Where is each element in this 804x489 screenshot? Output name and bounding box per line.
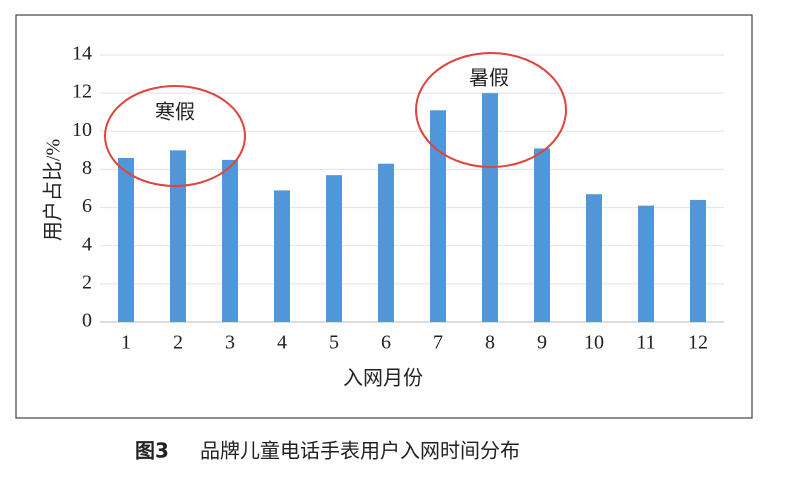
- bar: [222, 159, 238, 322]
- bar: [482, 93, 498, 323]
- x-tick-label: 4: [277, 332, 287, 354]
- y-tick-label: 10: [72, 119, 92, 141]
- y-tick-label: 4: [82, 233, 92, 255]
- x-tick-label: 8: [485, 332, 495, 354]
- x-tick-label: 7: [433, 332, 443, 354]
- y-tick-label: 12: [72, 81, 92, 103]
- caption-label: 图3: [135, 439, 169, 463]
- y-tick-label: 8: [82, 157, 92, 179]
- y-tick-label: 2: [82, 271, 92, 293]
- bar: [170, 150, 186, 322]
- caption-text: 品牌儿童电话手表用户入网时间分布: [200, 439, 520, 463]
- x-tick-label: 11: [636, 332, 655, 354]
- annotation-ellipse: [104, 85, 246, 187]
- y-tick-label: 6: [82, 195, 92, 217]
- annotation-ellipse: [415, 52, 567, 168]
- bar: [118, 157, 134, 322]
- bar: [586, 194, 602, 322]
- x-tick-label: 3: [225, 332, 235, 354]
- y-tick-label: 0: [82, 310, 92, 332]
- x-tick-label: 6: [381, 332, 391, 354]
- bar: [274, 190, 290, 322]
- x-tick-label: 10: [584, 332, 604, 354]
- frame: [15, 14, 753, 419]
- bar: [690, 199, 706, 322]
- bar: [638, 205, 654, 322]
- bar: [378, 163, 394, 322]
- bar: [430, 110, 446, 322]
- bar: [534, 148, 550, 322]
- annotation: 寒假: [155, 101, 195, 124]
- x-tick-label: 2: [173, 332, 183, 354]
- x-tick-label: 5: [329, 332, 339, 354]
- annotation: 暑假: [469, 67, 509, 90]
- x-tick-label: 12: [688, 332, 708, 354]
- x-tick-label: 1: [121, 332, 131, 354]
- y-axis-label: 用户占比/%: [42, 139, 65, 241]
- bar: [326, 175, 342, 322]
- x-axis-label: 入网月份: [343, 367, 423, 390]
- y-tick-label: 14: [72, 43, 92, 65]
- x-tick-label: 9: [537, 332, 547, 354]
